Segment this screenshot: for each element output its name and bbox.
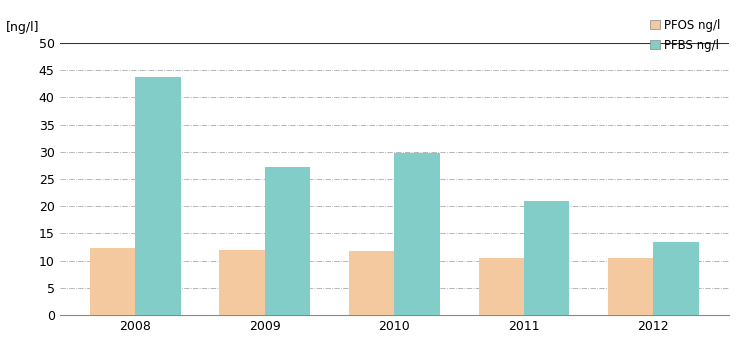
Bar xyxy=(653,242,699,315)
Bar xyxy=(219,250,265,315)
Bar xyxy=(135,77,181,315)
Bar xyxy=(478,258,524,315)
Bar xyxy=(349,251,394,315)
Bar xyxy=(394,153,440,315)
Bar xyxy=(90,248,135,315)
Bar xyxy=(524,201,569,315)
Bar xyxy=(608,258,653,315)
Legend: PFOS ng/l, PFBS ng/l: PFOS ng/l, PFBS ng/l xyxy=(648,16,723,54)
Text: [ng/l]: [ng/l] xyxy=(6,21,39,34)
Bar xyxy=(265,167,310,315)
